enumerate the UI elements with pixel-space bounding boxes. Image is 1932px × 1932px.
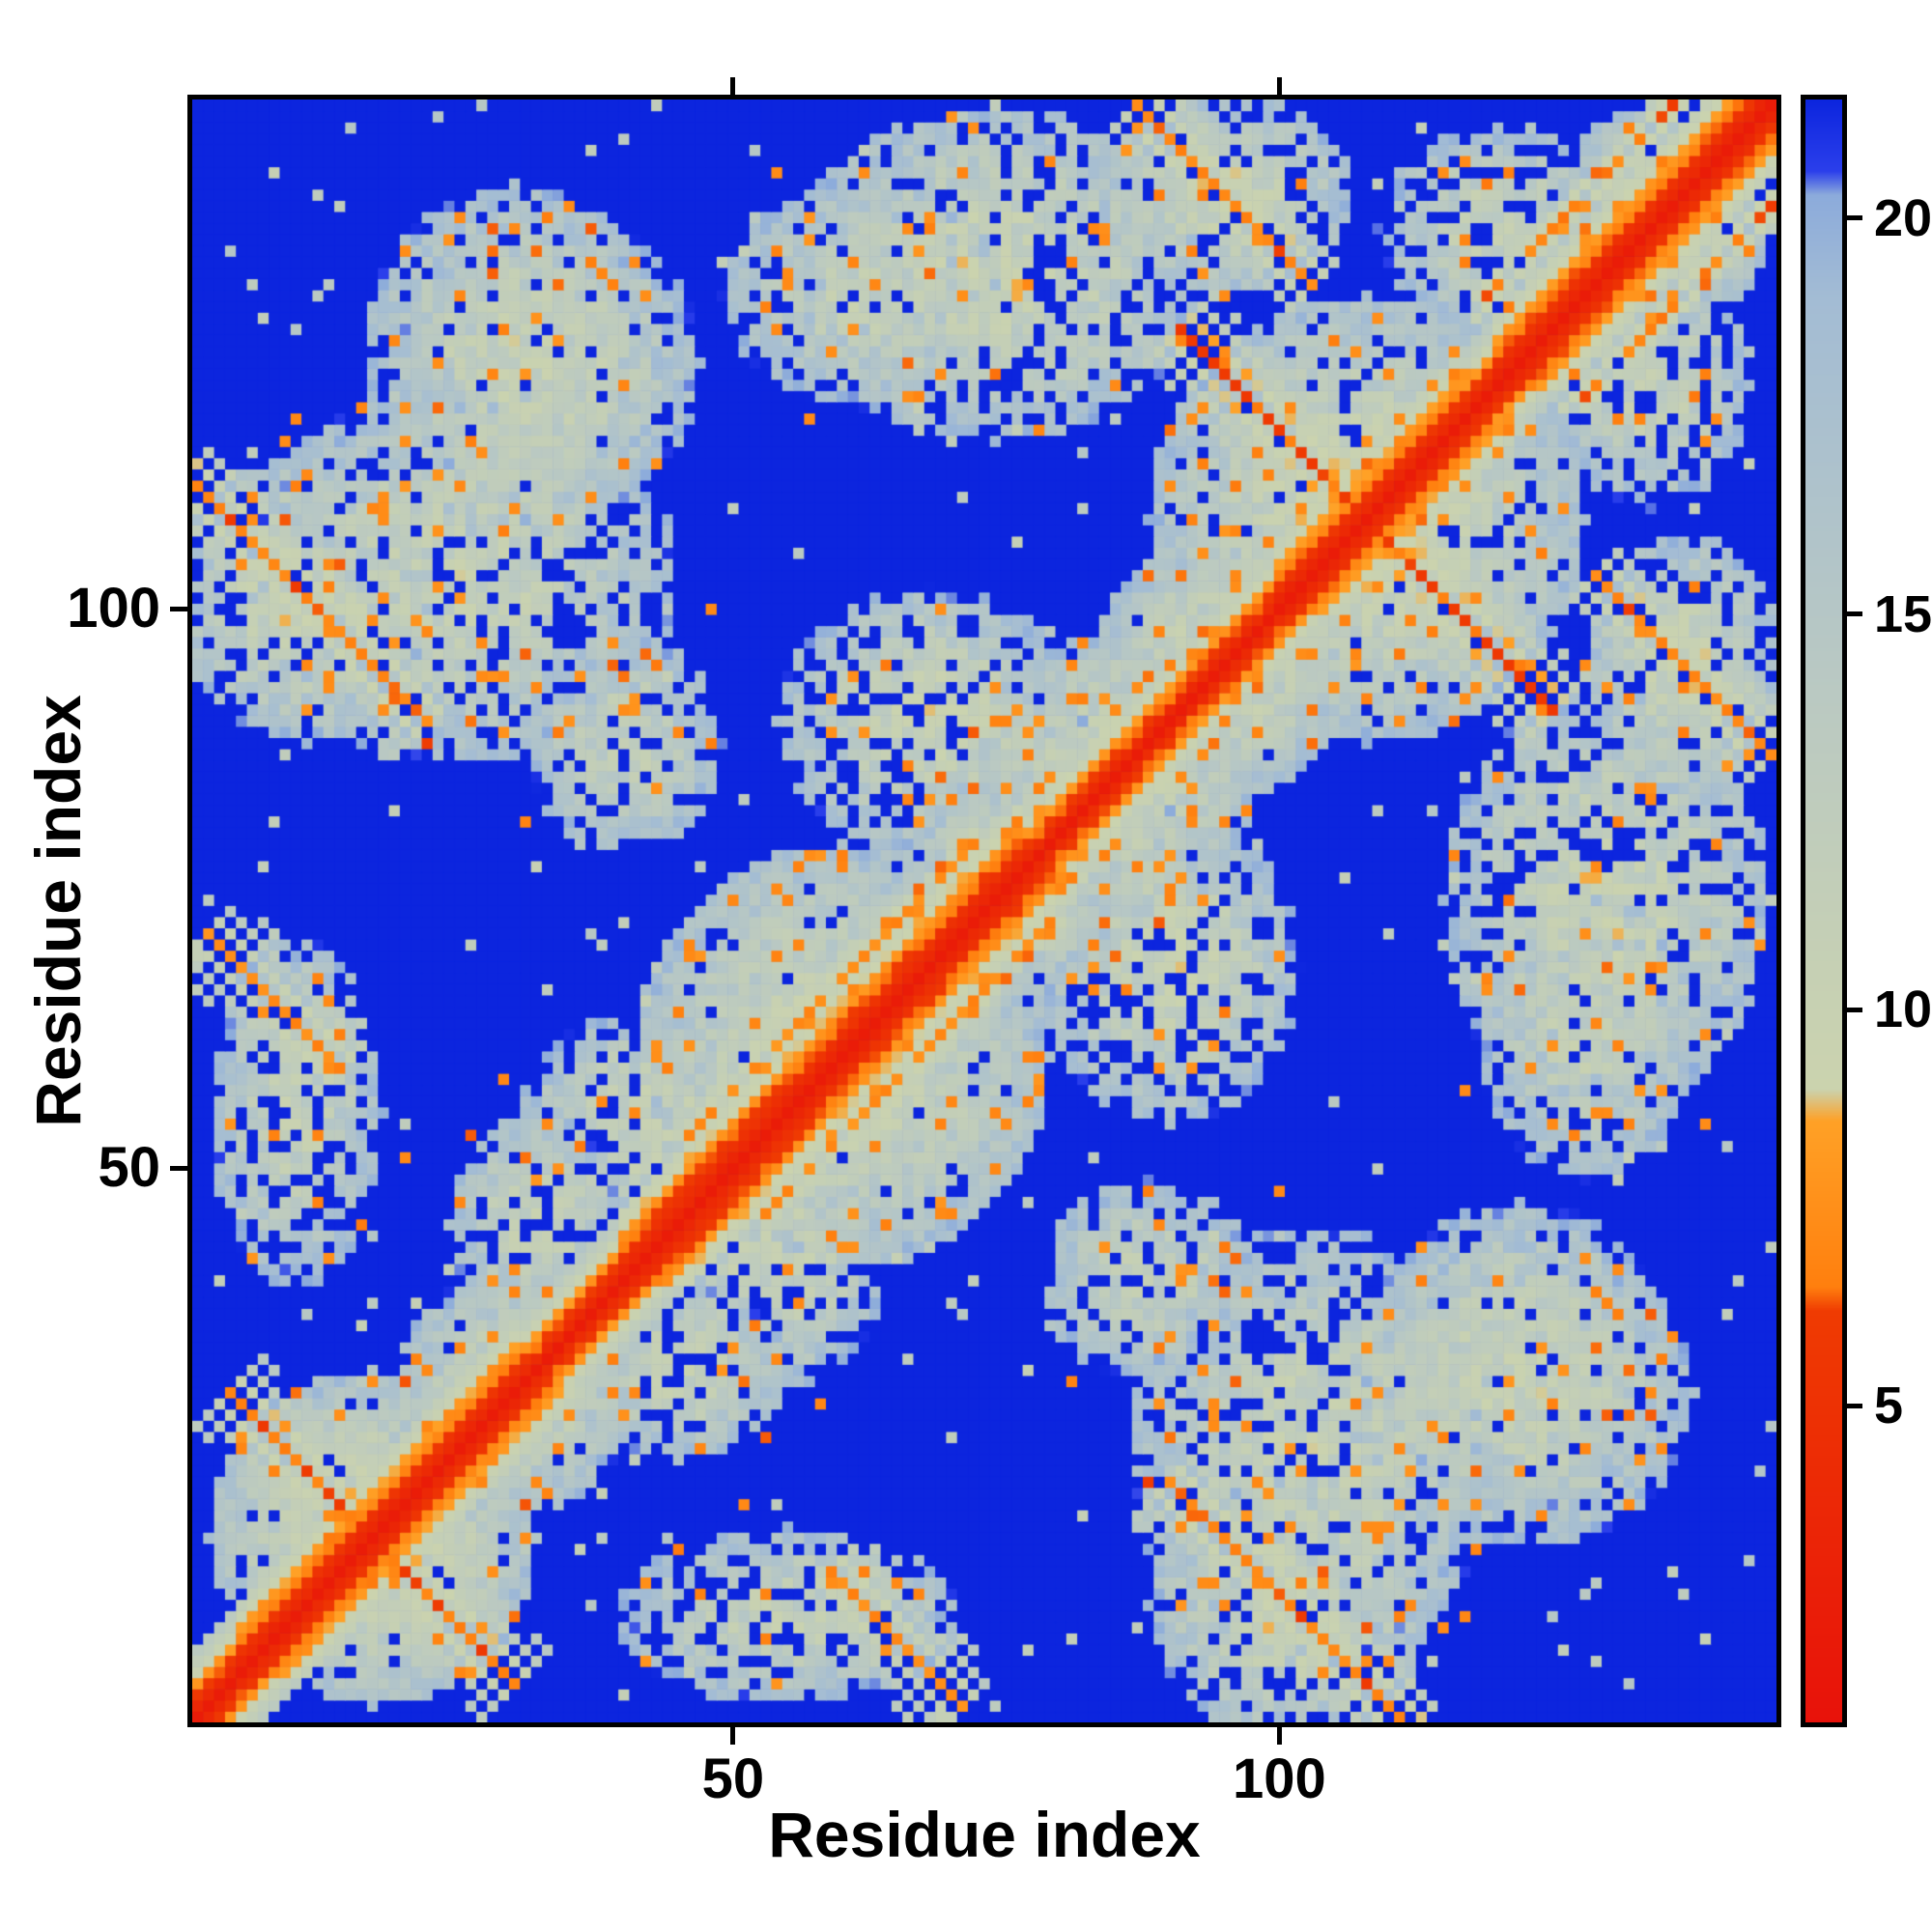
x-tick-mark xyxy=(730,1727,736,1745)
x-tick-mark-top xyxy=(730,77,736,95)
y-tick-mark xyxy=(170,606,187,611)
colorbar-tick-label: 10 xyxy=(1874,980,1932,1039)
colorbar-tick-mark xyxy=(1847,215,1862,221)
x-axis-label: Residue index xyxy=(768,1799,1201,1870)
colorbar-tick-mark xyxy=(1847,1403,1862,1408)
colorbar-canvas xyxy=(1805,99,1842,1722)
colorbar-tick-mark xyxy=(1847,611,1862,617)
colorbar-tick-mark xyxy=(1847,1007,1862,1012)
colorbar-tick-label: 15 xyxy=(1874,584,1932,643)
y-tick-label: 50 xyxy=(98,1136,160,1200)
x-tick-mark xyxy=(1276,1727,1282,1745)
x-tick-mark-top xyxy=(1276,77,1282,95)
x-tick-label: 100 xyxy=(1232,1747,1326,1810)
y-axis-label: Residue index xyxy=(22,695,94,1127)
colorbar-frame xyxy=(1801,95,1847,1727)
y-tick-label: 100 xyxy=(67,577,160,640)
x-tick-label: 50 xyxy=(701,1747,765,1810)
colorbar-tick-label: 20 xyxy=(1874,188,1932,247)
colorbar-tick-label: 5 xyxy=(1874,1377,1904,1435)
heatmap-canvas xyxy=(192,99,1776,1722)
y-tick-mark xyxy=(170,1165,187,1171)
heatmap-plot-frame xyxy=(187,95,1781,1727)
